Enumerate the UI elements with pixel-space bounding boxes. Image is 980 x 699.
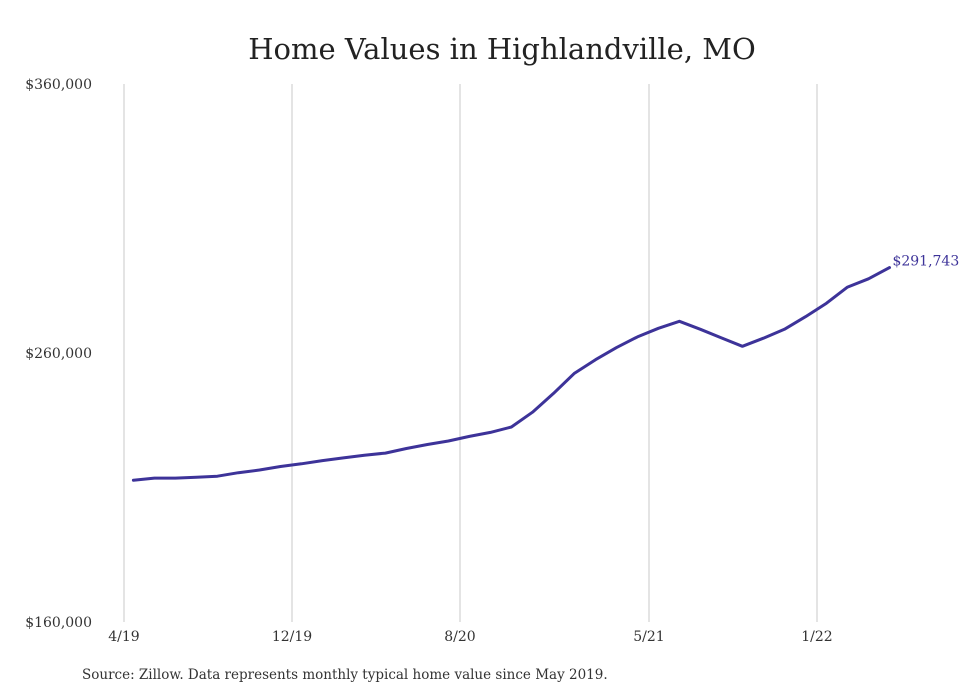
x-tick-label: 5/21	[633, 629, 664, 645]
x-tick-label: 4/19	[108, 629, 139, 645]
series-line	[131, 266, 891, 482]
chart-title: Home Values in Highlandville, MO	[248, 32, 755, 66]
y-tick-label: $260,000	[25, 346, 92, 362]
source-note: Source: Zillow. Data represents monthly …	[82, 667, 608, 683]
y-axis-ticks: $160,000 $260,000 $360,000	[25, 77, 92, 631]
x-axis-ticks: 4/19 12/19 8/20 5/21 1/22	[108, 629, 832, 645]
x-tick-label: 12/19	[272, 629, 312, 645]
grid-lines	[123, 84, 818, 622]
x-tick-label: 8/20	[444, 629, 475, 645]
line-chart: Home Values in Highlandville, MO $160,00…	[25, 32, 959, 645]
y-tick-label: $160,000	[25, 615, 92, 631]
end-value-label: $291,743	[892, 254, 959, 270]
y-tick-label: $360,000	[25, 77, 92, 93]
x-tick-label: 1/22	[801, 629, 832, 645]
